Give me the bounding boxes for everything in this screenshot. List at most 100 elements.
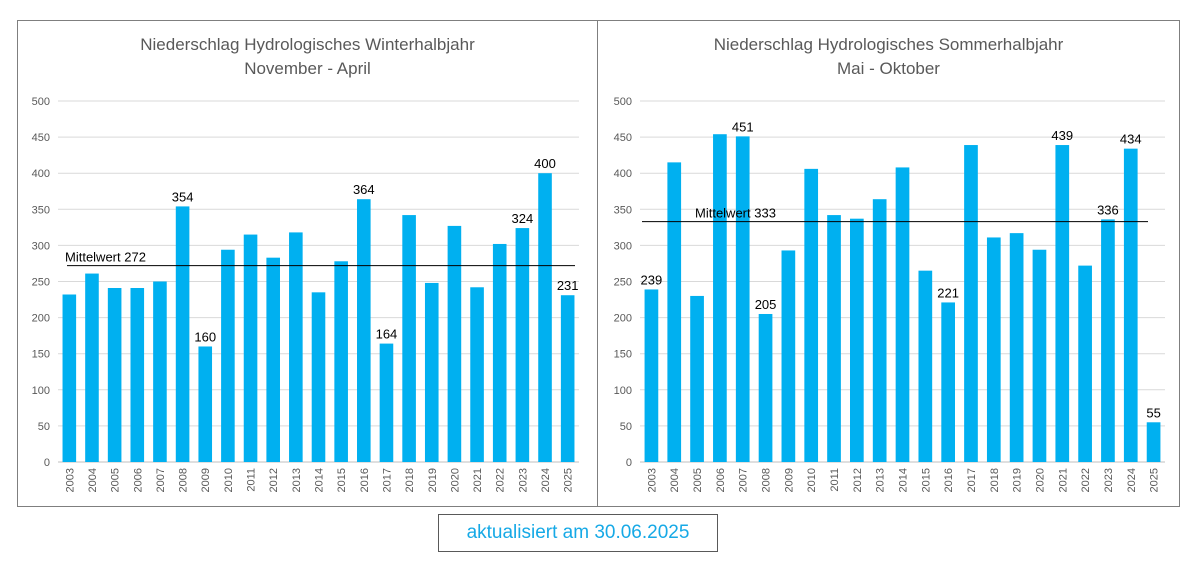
summer-ytick-label: 350 <box>614 204 632 216</box>
summer-ytick-label: 450 <box>614 132 632 144</box>
summer-xtick-label: 2016 <box>943 468 955 492</box>
summer-bar <box>918 270 933 462</box>
summer-bar <box>964 145 978 462</box>
winter-chart-panel: Niederschlag Hydrologisches Winterhalbja… <box>17 20 598 507</box>
summer-xtick-label: 2011 <box>829 468 841 492</box>
summer-xtick-label: 2003 <box>646 468 658 492</box>
summer-ytick-label: 0 <box>626 457 632 469</box>
winter-bar <box>334 261 348 462</box>
winter-bar <box>538 173 552 462</box>
summer-bar <box>713 134 727 462</box>
winter-data-label: 400 <box>534 156 556 171</box>
winter-bar <box>515 228 530 462</box>
summer-bar <box>1055 145 1070 462</box>
summer-data-label: 434 <box>1120 132 1142 147</box>
summer-data-label: 205 <box>755 297 777 312</box>
winter-title-line1: Niederschlag Hydrologisches Winterhalbja… <box>140 35 475 54</box>
winter-bar <box>130 287 145 462</box>
summer-xtick-label: 2008 <box>761 468 773 492</box>
summer-xtick-label: 2014 <box>898 468 910 492</box>
winter-bar <box>62 294 77 462</box>
summer-xtick-label: 2012 <box>852 468 864 492</box>
summer-chart-panel: Niederschlag Hydrologisches Sommerhalbja… <box>597 20 1180 507</box>
summer-ytick-label: 150 <box>614 349 632 361</box>
summer-xtick-label: 2015 <box>920 468 932 492</box>
winter-xtick-label: 2014 <box>314 468 326 492</box>
summer-bar <box>1146 422 1161 462</box>
winter-title-line2: November - April <box>244 59 371 78</box>
summer-bar <box>986 237 1001 462</box>
summer-bar <box>781 250 796 462</box>
winter-bar <box>153 281 167 462</box>
summer-data-label: 221 <box>937 285 959 300</box>
winter-ytick-label: 200 <box>32 313 50 325</box>
winter-xtick-label: 2021 <box>472 468 484 492</box>
winter-xtick-label: 2004 <box>87 468 99 492</box>
winter-data-label: 164 <box>376 327 398 342</box>
summer-xtick-label: 2024 <box>1126 468 1138 492</box>
winter-bar <box>289 232 303 462</box>
winter-xtick-label: 2003 <box>64 468 76 492</box>
winter-chart-title: Niederschlag Hydrologisches Winterhalbja… <box>18 33 597 81</box>
winter-xtick-label: 2007 <box>155 468 167 492</box>
summer-xtick-label: 2013 <box>875 468 887 492</box>
summer-bar <box>1123 148 1138 462</box>
winter-bar <box>447 225 462 462</box>
summer-xtick-label: 2022 <box>1080 468 1092 492</box>
winter-xtick-label: 2016 <box>359 468 371 492</box>
winter-ytick-label: 150 <box>32 349 50 361</box>
winter-xtick-label: 2009 <box>200 468 212 492</box>
winter-bar <box>221 249 235 462</box>
winter-data-label: 354 <box>172 189 194 204</box>
summer-xtick-label: 2004 <box>669 468 681 492</box>
summer-ytick-label: 200 <box>614 313 632 325</box>
winter-xtick-label: 2011 <box>246 468 258 492</box>
update-date-text: aktualisiert am 30.06.2025 <box>466 522 690 543</box>
winter-xtick-label: 2024 <box>540 468 552 492</box>
winter-xtick-label: 2025 <box>563 468 575 492</box>
summer-bar <box>941 302 955 462</box>
summer-ytick-label: 50 <box>620 421 632 433</box>
summer-bar <box>735 136 750 462</box>
summer-bar <box>895 167 910 462</box>
winter-xtick-label: 2015 <box>336 468 348 492</box>
summer-chart-plot: 0 50 100 150 200 250 300 350 400 450 500 2003 239 200… <box>614 96 1165 492</box>
winter-bar <box>107 287 122 462</box>
summer-xtick-label: 2021 <box>1057 468 1069 492</box>
summer-mean-label: Mittelwert 333 <box>695 206 776 221</box>
summer-bar <box>758 313 773 462</box>
update-date-box: aktualisiert am 30.06.2025 <box>438 514 718 552</box>
summer-bar <box>1101 219 1115 462</box>
winter-ytick-label: 400 <box>32 168 50 180</box>
summer-bar <box>690 295 704 462</box>
summer-xtick-label: 2019 <box>1012 468 1024 492</box>
winter-xtick-label: 2012 <box>268 468 280 492</box>
summer-data-label: 55 <box>1146 405 1160 420</box>
summer-bar <box>872 199 887 462</box>
winter-ytick-label: 300 <box>32 240 50 252</box>
summer-ytick-label: 500 <box>614 96 632 108</box>
summer-xtick-label: 2009 <box>783 468 795 492</box>
summer-xtick-label: 2007 <box>738 468 750 492</box>
summer-bar <box>644 289 659 462</box>
winter-ytick-label: 100 <box>32 385 50 397</box>
summer-data-label: 451 <box>732 119 754 134</box>
winter-xtick-label: 2020 <box>449 468 461 492</box>
winter-bar <box>402 215 416 462</box>
winter-ytick-label: 500 <box>32 96 50 108</box>
winter-ytick-label: 50 <box>38 421 50 433</box>
winter-mean-label: Mittelwert 272 <box>65 250 146 265</box>
winter-bar <box>492 243 507 462</box>
winter-data-label: 324 <box>512 211 534 226</box>
winter-xtick-label: 2023 <box>517 468 529 492</box>
winter-bar <box>198 346 213 462</box>
winter-xtick-label: 2010 <box>223 468 235 492</box>
winter-xtick-label: 2019 <box>427 468 439 492</box>
summer-bar <box>1009 233 1024 462</box>
summer-data-label: 439 <box>1051 128 1073 143</box>
winter-data-label: 160 <box>194 329 216 344</box>
winter-xtick-label: 2006 <box>132 468 144 492</box>
winter-ytick-label: 450 <box>32 132 50 144</box>
summer-bar <box>850 218 864 462</box>
winter-xtick-label: 2018 <box>404 468 416 492</box>
